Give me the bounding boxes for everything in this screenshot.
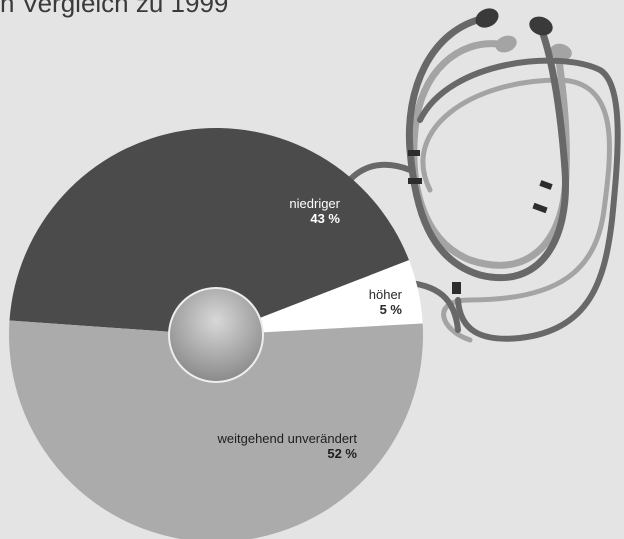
tube-band-1: [408, 150, 420, 156]
pie-center-hub: [169, 288, 263, 382]
stethoscope-tube-light: [414, 44, 567, 266]
slice-label-1: höher: [369, 287, 403, 302]
earpiece-light-left: [493, 33, 519, 56]
tube-band-2: [408, 178, 422, 184]
tube-band-3: [539, 180, 552, 190]
slice-label-0: niedriger: [289, 196, 340, 211]
slice-value-1: 5 %: [380, 302, 403, 317]
earpiece-dark-left: [472, 5, 501, 31]
stethoscope-tube-dark: [409, 18, 565, 278]
slice-value-0: 43 %: [310, 211, 340, 226]
slice-label-2: weitgehend unverändert: [217, 431, 358, 446]
tube-joint: [452, 282, 461, 294]
tube-band-4: [532, 203, 547, 213]
earpiece-dark-right: [527, 13, 556, 38]
slice-value-2: 52 %: [327, 446, 357, 461]
